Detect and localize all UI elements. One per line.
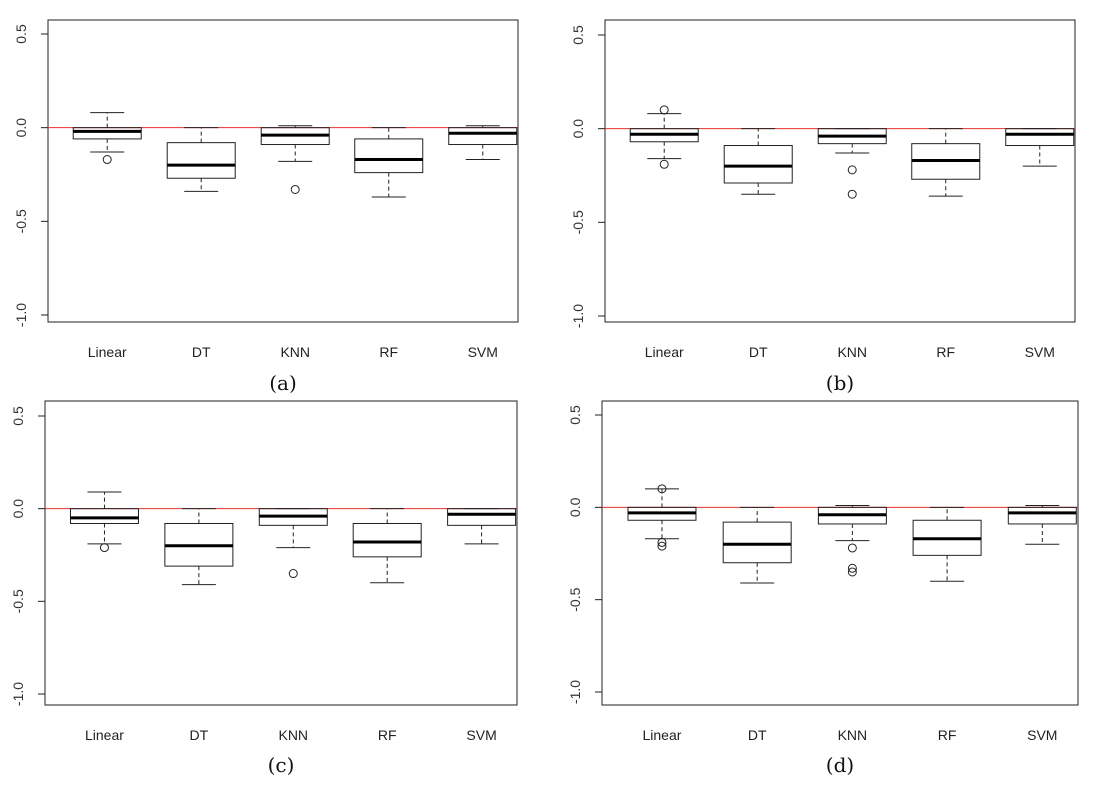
y-tick-label: -0.5 bbox=[13, 209, 29, 233]
category-label: Linear bbox=[88, 344, 127, 360]
outlier-point bbox=[102, 155, 112, 165]
outlier-point bbox=[657, 484, 667, 494]
category-label: DT bbox=[190, 727, 209, 743]
panel-label: (d) bbox=[826, 753, 854, 777]
y-tick-label: -1.0 bbox=[13, 303, 29, 327]
category-label: RF bbox=[936, 344, 955, 360]
category-label: DT bbox=[192, 344, 211, 360]
outlier-point bbox=[99, 543, 109, 553]
y-tick-label: -0.5 bbox=[570, 210, 586, 234]
box-svm bbox=[1007, 504, 1077, 545]
category-label: SVM bbox=[1027, 727, 1057, 743]
category-label: KNN bbox=[278, 727, 308, 743]
y-tick-label: -1.0 bbox=[570, 304, 586, 328]
category-label: RF bbox=[378, 727, 397, 743]
y-tick-label: 0.0 bbox=[10, 499, 26, 519]
iqr-box bbox=[447, 508, 517, 526]
outlier-point bbox=[847, 189, 857, 199]
outlier-point bbox=[847, 567, 857, 577]
y-tick-label: 0.5 bbox=[10, 406, 26, 426]
category-label: DT bbox=[748, 727, 767, 743]
plot-frame bbox=[604, 19, 1076, 323]
y-tick-label: 0.0 bbox=[13, 118, 29, 138]
category-label: SVM bbox=[468, 344, 498, 360]
box-svm bbox=[1005, 128, 1075, 167]
box-linear bbox=[69, 491, 139, 553]
category-label: KNN bbox=[280, 344, 310, 360]
y-tick-label: 0.5 bbox=[13, 24, 29, 44]
category-label: SVM bbox=[1025, 344, 1055, 360]
box-rf bbox=[352, 508, 422, 584]
outlier-point bbox=[659, 105, 669, 115]
category-label: Linear bbox=[85, 727, 124, 743]
iqr-box bbox=[72, 127, 142, 140]
box-dt bbox=[723, 128, 793, 195]
outlier-point bbox=[659, 159, 669, 169]
category-label: KNN bbox=[837, 344, 867, 360]
outlier-point bbox=[657, 541, 667, 551]
category-label: Linear bbox=[645, 344, 684, 360]
panel-label: (b) bbox=[826, 371, 854, 395]
y-tick-label: 0.5 bbox=[570, 25, 586, 45]
box-linear bbox=[627, 484, 697, 551]
box-rf bbox=[911, 128, 981, 197]
y-tick-label: 0.0 bbox=[567, 497, 583, 517]
category-label: Linear bbox=[643, 727, 682, 743]
box-linear bbox=[72, 112, 142, 165]
category-label: SVM bbox=[466, 727, 496, 743]
panel-label: (a) bbox=[269, 371, 297, 395]
iqr-box bbox=[448, 127, 518, 146]
iqr-box bbox=[354, 138, 424, 174]
y-tick-label: 0.0 bbox=[570, 119, 586, 139]
plot-frame bbox=[47, 19, 519, 323]
box-dt bbox=[166, 127, 236, 192]
box-dt bbox=[722, 506, 792, 584]
y-tick-label: -0.5 bbox=[567, 587, 583, 611]
iqr-box bbox=[1005, 128, 1075, 147]
box-dt bbox=[164, 508, 234, 586]
box-knn bbox=[817, 504, 887, 577]
y-tick-label: -1.0 bbox=[567, 680, 583, 704]
panel-label: (c) bbox=[268, 753, 295, 777]
y-tick-label: -0.5 bbox=[10, 589, 26, 613]
box-svm bbox=[447, 508, 517, 545]
y-tick-label: -1.0 bbox=[10, 682, 26, 706]
plot-frame bbox=[601, 400, 1079, 706]
box-knn bbox=[258, 508, 328, 579]
category-label: KNN bbox=[838, 727, 868, 743]
chart-panel: 0.5 0.0 -0.5 -1.0 Linear DT KNN RF SVM (c) bbox=[10, 400, 518, 777]
box-svm bbox=[448, 125, 518, 161]
outlier-point bbox=[657, 537, 667, 547]
category-label: DT bbox=[749, 344, 768, 360]
chart-panel: 0.5 0.0 -0.5 -1.0 Linear DT KNN RF SVM (b) bbox=[570, 19, 1076, 395]
outlier-point bbox=[288, 569, 298, 579]
plot-frame bbox=[44, 400, 518, 706]
chart-panel: 0.5 0.0 -0.5 -1.0 Linear DT KNN RF SVM (d) bbox=[567, 400, 1079, 777]
iqr-box bbox=[723, 145, 793, 184]
outlier-point bbox=[847, 165, 857, 175]
iqr-box bbox=[166, 142, 236, 179]
iqr-box bbox=[69, 508, 139, 524]
box-knn bbox=[260, 125, 330, 194]
y-tick-label: 0.5 bbox=[567, 405, 583, 425]
box-rf bbox=[354, 127, 424, 198]
box-linear bbox=[629, 105, 699, 169]
category-label: RF bbox=[379, 344, 398, 360]
iqr-box bbox=[722, 521, 792, 564]
iqr-box bbox=[1007, 506, 1077, 525]
chart-panel: 0.5 0.0 -0.5 -1.0 Linear DT KNN RF SVM (a) bbox=[13, 19, 519, 395]
iqr-box bbox=[352, 522, 422, 558]
box-rf bbox=[912, 506, 982, 582]
outlier-point bbox=[847, 563, 857, 573]
category-label: RF bbox=[938, 727, 957, 743]
outlier-point bbox=[847, 543, 857, 553]
box-knn bbox=[817, 128, 887, 199]
outlier-point bbox=[290, 184, 300, 194]
